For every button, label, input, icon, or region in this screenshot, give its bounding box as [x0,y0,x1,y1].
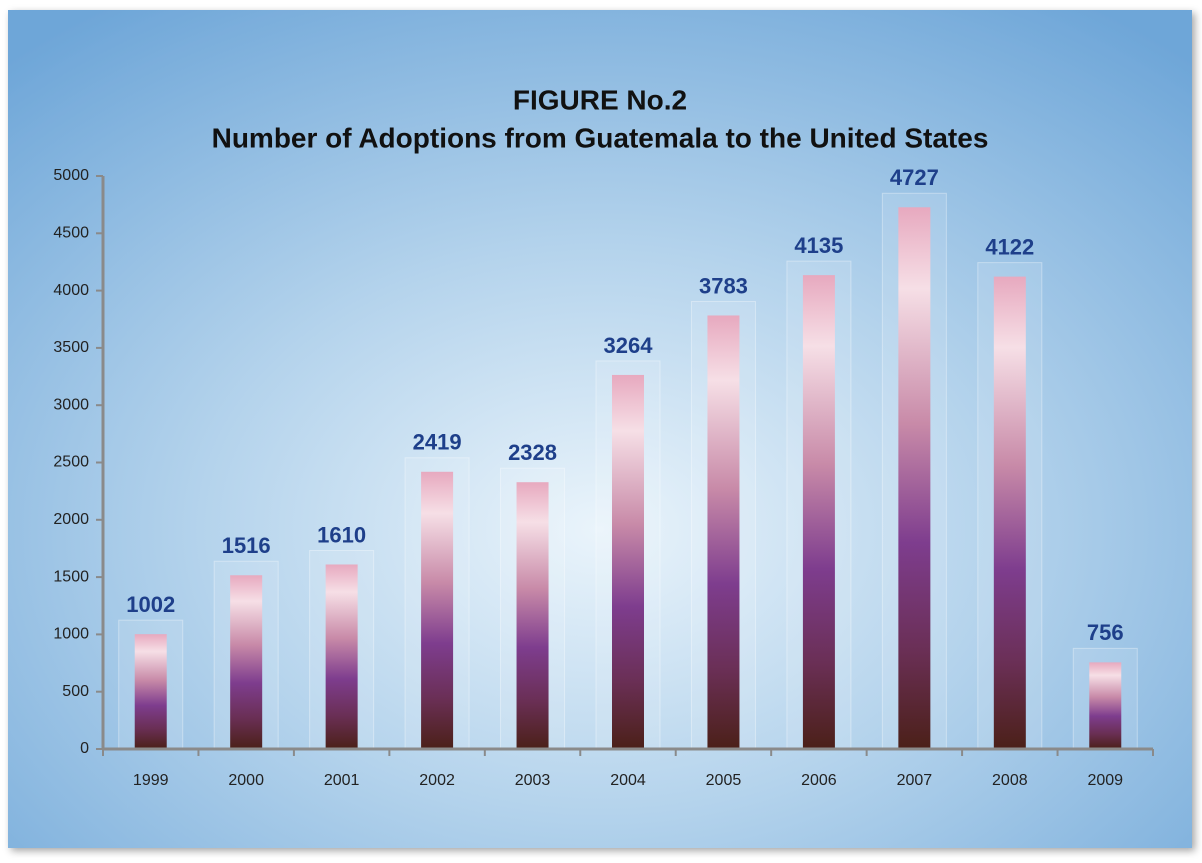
bar [230,575,263,749]
bar [134,634,167,749]
y-tick-label: 2500 [53,454,89,471]
bar [421,471,454,749]
bar [325,564,358,749]
y-tick-label: 1500 [53,568,89,585]
bar [993,276,1026,749]
x-tick-label: 2001 [324,772,360,789]
bar [612,374,644,749]
y-tick-label: 4500 [53,225,89,242]
x-tick-label: 2007 [897,772,933,789]
x-tick-label: 2006 [801,772,837,789]
y-tick-label: 5000 [53,167,89,184]
chart-subtitle: Number of Adoptions from Guatemala to th… [212,122,989,153]
bar [898,207,931,750]
y-tick-label: 3000 [53,396,89,413]
x-tick-label: 2002 [419,772,455,789]
y-tick-label: 1000 [53,626,89,643]
y-tick-label: 3500 [53,339,89,356]
x-tick-label: 2003 [515,772,551,789]
value-label: 4122 [985,234,1034,259]
value-label: 2328 [508,440,557,465]
y-tick-label: 0 [80,740,89,757]
y-tick-label: 500 [62,683,89,700]
x-tick-label: 2000 [228,772,264,789]
value-label: 2419 [413,430,462,455]
value-label: 4135 [794,233,843,258]
y-tick-label: 2000 [53,511,89,528]
value-label: 756 [1087,620,1124,645]
x-tick-label: 2009 [1087,772,1123,789]
value-label: 3264 [604,333,654,358]
bar [1089,662,1122,749]
y-tick-label: 4000 [53,282,89,299]
x-tick-label: 1999 [133,772,169,789]
bar [516,482,549,749]
x-tick-label: 2004 [610,772,646,789]
bar [707,315,740,749]
value-label: 1516 [222,533,271,558]
bar [802,275,835,749]
value-label: 3783 [699,273,748,298]
value-label: 1610 [317,522,366,547]
value-label: 1002 [126,592,175,617]
x-tick-label: 2005 [706,772,742,789]
x-tick-label: 2008 [992,772,1028,789]
chart-title: FIGURE No.2 [513,84,687,115]
value-label: 4727 [890,165,939,190]
